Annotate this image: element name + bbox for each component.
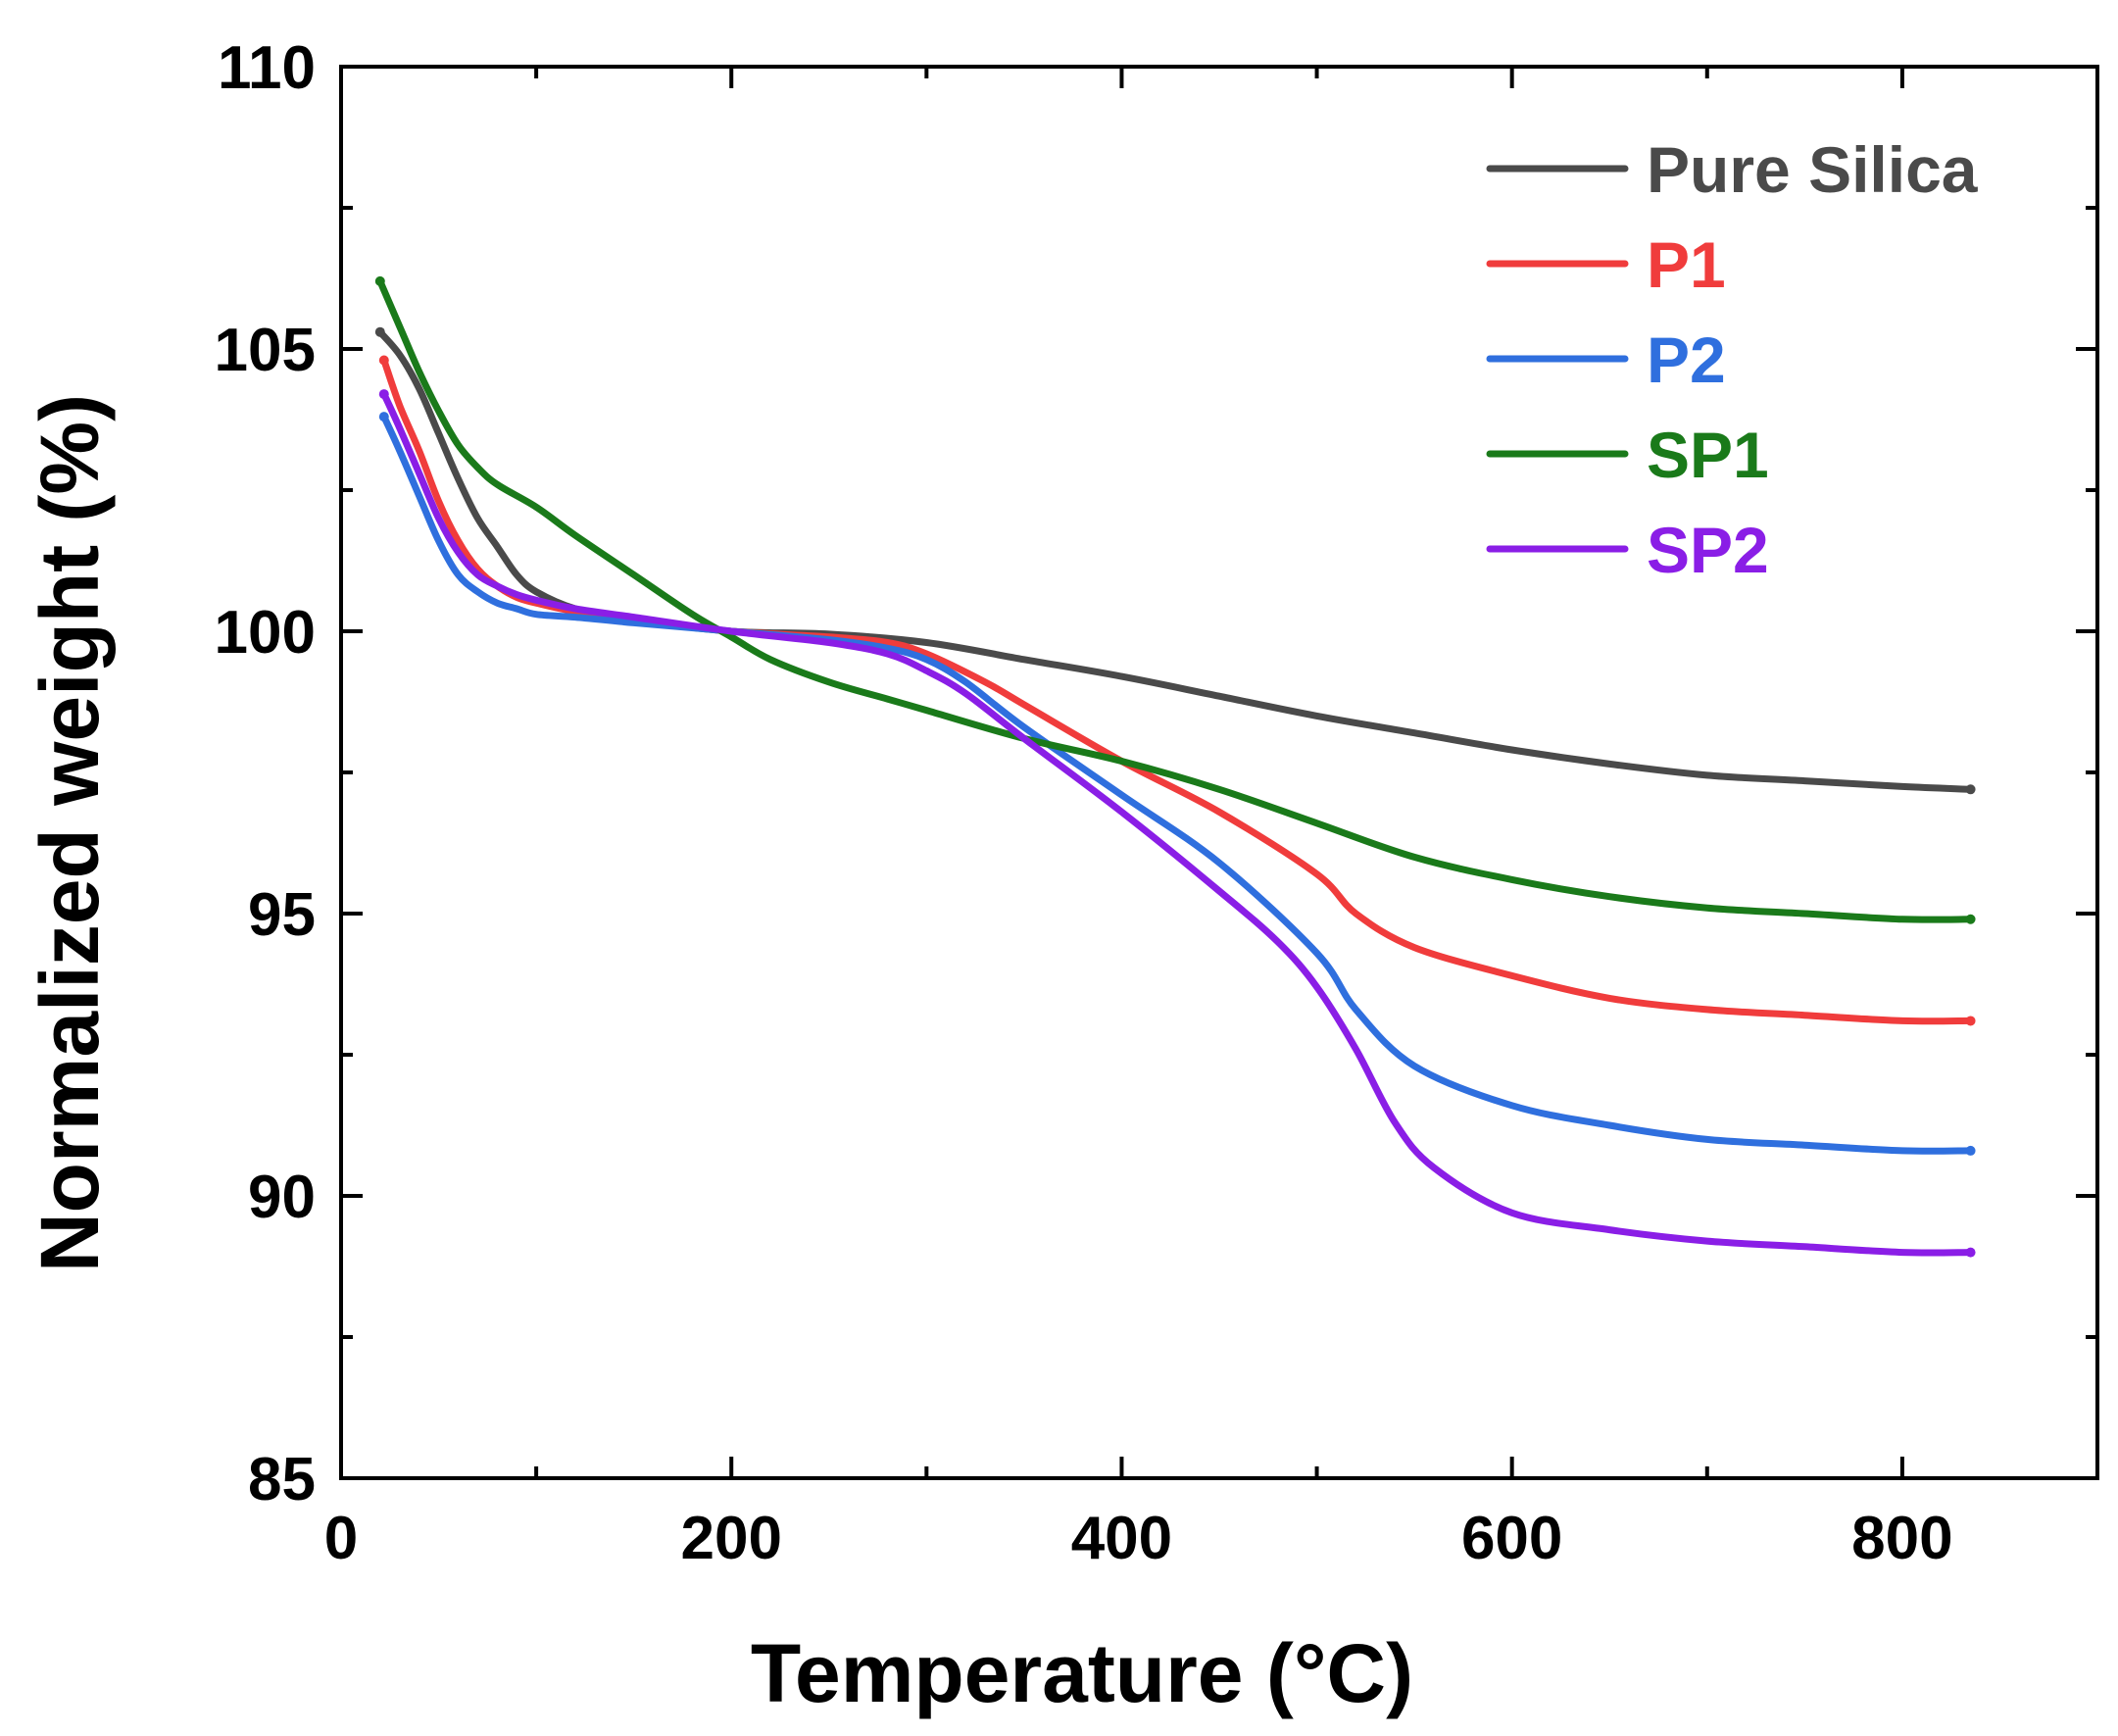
series-line-p2 [380,413,1975,1155]
plot-area: 0 200 400 600 800 85 90 95 100 105 110 Pure Silica P… [215,34,2099,1572]
y-tick-label: 85 [248,1446,316,1513]
y-axis-title: Normalized weight (%) [24,394,116,1272]
x-tick-label: 400 [1071,1505,1172,1572]
series-line-pure-silica [376,328,1975,793]
series-line-sp2 [380,390,1975,1257]
series-end-point-p2 [1965,1145,1976,1156]
legend-label-sp2: SP2 [1647,514,1769,586]
legend-label-pure-silica: Pure Silica [1647,133,1979,206]
series-end-point-sp1 [1965,914,1976,924]
x-tick-label: 200 [680,1505,781,1572]
y-tick-label: 105 [215,317,316,384]
x-tick-label: 0 [324,1505,358,1572]
series-line-sp1 [376,277,1975,923]
legend-label-p1: P1 [1647,228,1726,301]
y-tick-label: 95 [248,881,316,949]
legend-label-sp1: SP1 [1647,419,1769,491]
series-line-p1 [380,357,1975,1025]
y-tick-label: 100 [215,599,316,667]
series-end-point-p1 [1965,1016,1976,1026]
legend-label-p2: P2 [1647,323,1726,396]
y-tick-label: 90 [248,1164,316,1231]
series-start-point-p1 [378,355,389,366]
y-tick-label: 110 [218,34,316,102]
series-start-point-p2 [378,412,389,422]
plot-frame [339,65,2099,1480]
x-tick-label: 600 [1461,1505,1562,1572]
series-start-point-sp1 [374,275,385,286]
series-end-point-sp2 [1965,1247,1976,1258]
series-start-point-sp2 [378,389,389,400]
series-start-point-pure-silica [374,326,385,337]
x-axis-title: Temperature (°C) [751,1627,1413,1719]
x-tick-label: 800 [1851,1505,1952,1572]
series-end-point-pure-silica [1965,784,1976,795]
